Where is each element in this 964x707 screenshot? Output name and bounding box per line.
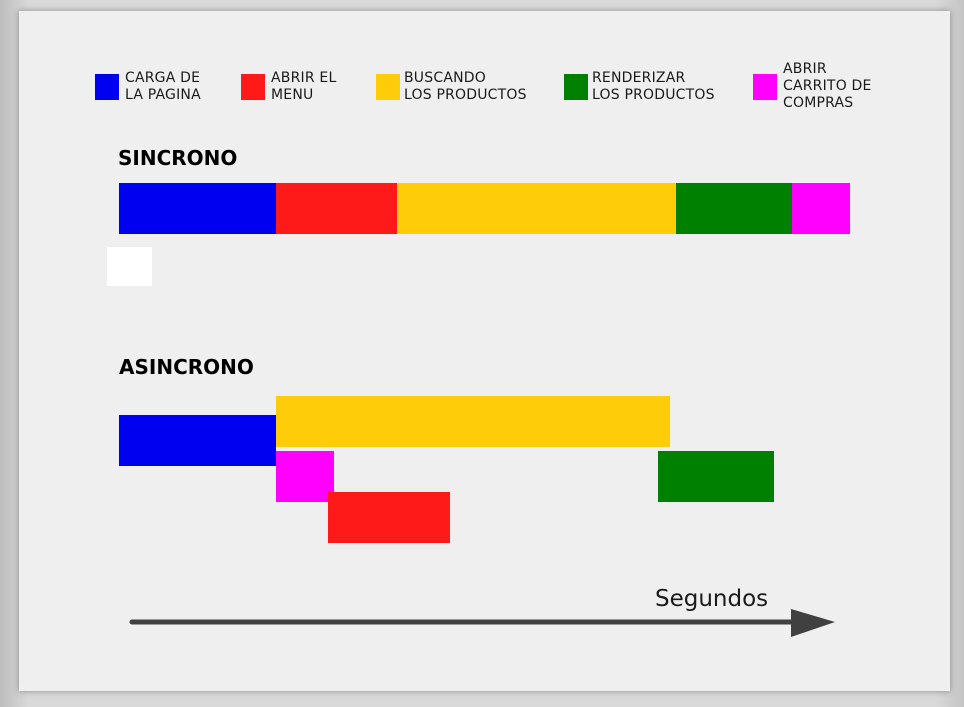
legend-swatch-renderizar: [564, 74, 588, 100]
sync-bar-buscando: [397, 183, 676, 234]
legend-label-carga: CARGA DE LA PAGINA: [125, 70, 201, 103]
async-bar-carrito: [275, 451, 334, 502]
time-axis-label: Segundos: [655, 586, 769, 612]
async-bar-menu: [327, 492, 450, 543]
sync-bar-carga: [119, 183, 276, 234]
legend-label-renderizar: RENDERIZAR LOS PRODUCTOS: [592, 70, 715, 103]
legend-label-menu: ABRIR EL MENU: [271, 70, 337, 103]
blank-box: [107, 247, 152, 286]
time-axis: [129, 609, 835, 637]
legend-label-buscando: BUSCANDO LOS PRODUCTOS: [404, 70, 527, 103]
arrow-right-icon: [791, 609, 835, 637]
sync-title: SINCRONO: [118, 146, 238, 170]
sync-bar-menu: [275, 183, 398, 234]
slide-canvas: CARGA DE LA PAGINA ABRIR EL MENU BUSCANDO …: [19, 11, 950, 691]
async-title: ASINCRONO: [119, 355, 254, 379]
sync-bar-renderizar: [675, 183, 792, 234]
async-bar-carga: [119, 415, 276, 466]
legend-swatch-buscando: [376, 74, 400, 100]
legend-swatch-menu: [241, 74, 265, 100]
async-bar-buscando: [275, 396, 670, 447]
async-bar-renderizar: [658, 451, 775, 502]
legend-swatch-carga: [95, 74, 119, 100]
legend-swatch-carrito: [753, 74, 777, 100]
sync-bar-carrito: [791, 183, 850, 234]
legend-label-carrito: ABRIR CARRITO DE COMPRAS: [783, 61, 872, 111]
